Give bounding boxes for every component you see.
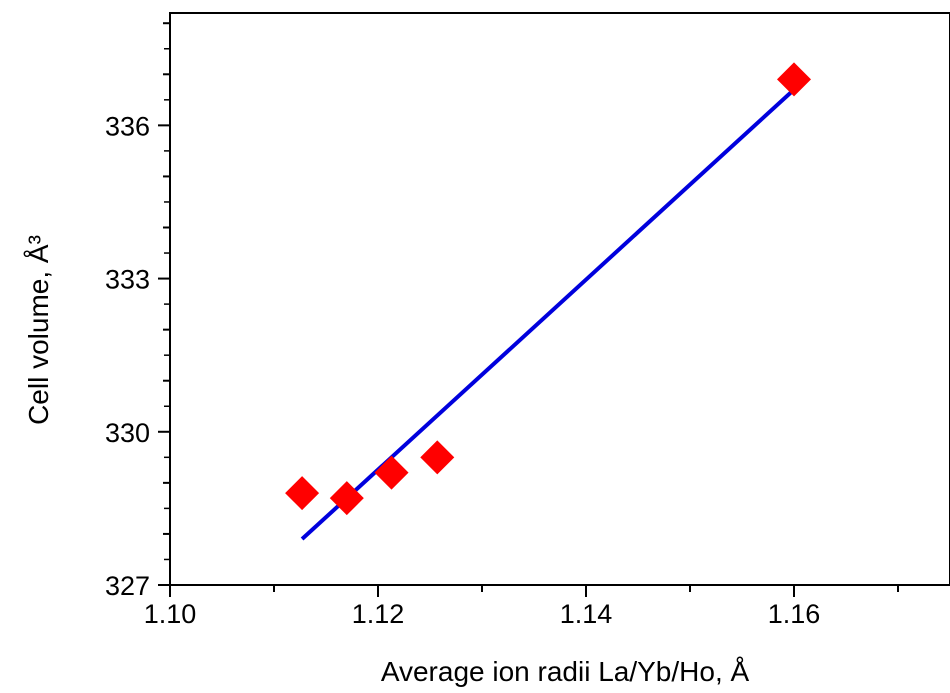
x-tick-label: 1.16 xyxy=(768,599,821,629)
x-axis-title: Average ion radii La/Yb/Ho, Å xyxy=(381,656,750,687)
y-axis-tick-labels: 327 330 333 336 xyxy=(105,111,150,601)
y-tick-label: 336 xyxy=(105,111,150,141)
x-tick-label: 1.10 xyxy=(144,599,197,629)
series-layer xyxy=(285,62,811,541)
x-tick-label: 1.14 xyxy=(560,599,613,629)
data-point xyxy=(777,62,811,97)
data-point xyxy=(420,440,455,475)
y-tick-label: 333 xyxy=(105,265,150,295)
plot-frame xyxy=(169,12,950,586)
data-point xyxy=(374,455,409,490)
y-tick-label: 330 xyxy=(105,418,150,448)
y-axis-ticks xyxy=(158,22,170,586)
x-tick-label: 1.12 xyxy=(352,599,405,629)
data-point xyxy=(329,481,364,516)
x-axis-tick-labels: 1.10 1.12 1.14 1.16 xyxy=(144,599,821,629)
y-axis-title: Cell volume, Å³ xyxy=(23,235,54,425)
x-axis-ticks xyxy=(169,585,899,597)
data-point xyxy=(285,476,320,511)
y-tick-label: 327 xyxy=(105,571,150,601)
